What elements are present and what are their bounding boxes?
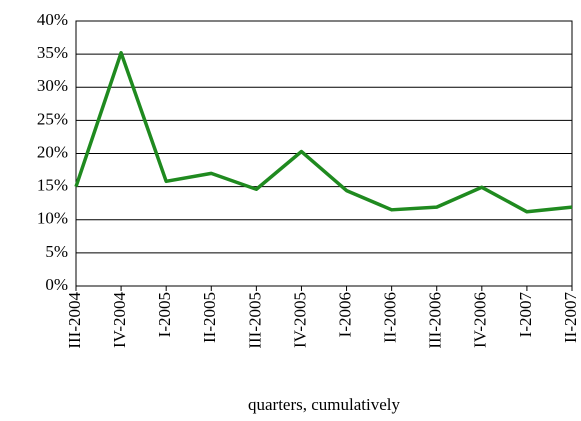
x-tick-label: IV-2005 [290,292,309,348]
x-tick-label: I-2005 [155,292,174,337]
y-tick-label: 40% [37,10,68,29]
x-tick-label: III-2006 [426,292,445,349]
y-tick-label: 25% [37,109,68,128]
x-tick-label: I-2006 [335,292,354,337]
x-tick-label: II-2005 [200,292,219,343]
line [74,51,573,214]
x-tick-label: IV-2006 [471,292,490,348]
y-tick-label: 35% [37,43,68,62]
y-tick-label: 10% [37,209,68,228]
x-tick-label: III-2005 [245,292,264,349]
y-tick-label: 15% [37,176,68,195]
x-tick-label: II-2006 [381,292,400,343]
y-tick-label: 20% [37,142,68,161]
x-axis-label: quarters, cumulatively [248,395,401,414]
x-tick-label: II-2007 [561,292,580,343]
plot-border [75,20,573,287]
x-tick-label: III-2004 [65,292,84,349]
x-tick-label: IV-2004 [110,292,129,349]
x-tick-label: I-2007 [516,292,535,338]
y-tick-label: 30% [37,76,68,95]
y-tick-label: 0% [45,275,68,294]
y-tick-label: 5% [45,242,68,261]
